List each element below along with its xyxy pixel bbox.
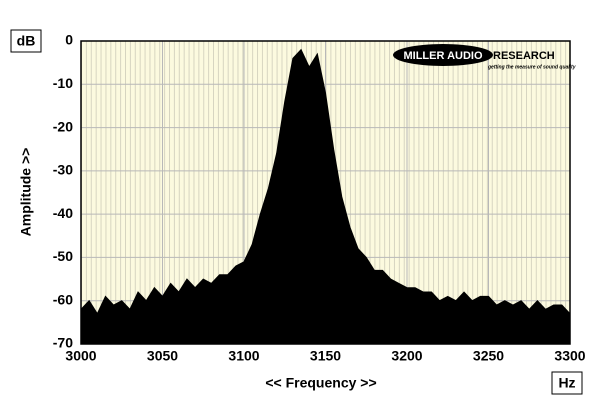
y-tick-label: -50 bbox=[53, 248, 73, 264]
logo-tagline: getting the measure of sound quality bbox=[487, 64, 576, 70]
y-tick-label: -60 bbox=[53, 291, 73, 307]
plot-frame bbox=[80, 40, 571, 345]
y-tick-label: -40 bbox=[53, 205, 73, 221]
x-tick-label: 3250 bbox=[473, 348, 504, 364]
y-tick-label: -70 bbox=[53, 335, 73, 351]
y-unit: dB bbox=[17, 33, 36, 49]
x-tick-label: 3150 bbox=[310, 348, 341, 364]
x-tick-label: 3100 bbox=[228, 348, 259, 364]
x-tick-label: 3300 bbox=[554, 348, 585, 364]
x-tick-label: 3000 bbox=[65, 348, 96, 364]
logo-suffix: RESEARCH bbox=[493, 50, 555, 62]
x-tick-label: 3200 bbox=[391, 348, 422, 364]
x-tick-label: 3050 bbox=[147, 348, 178, 364]
y-tick-label: -10 bbox=[53, 75, 73, 91]
y-tick-label: -30 bbox=[53, 162, 73, 178]
y-tick-label: 0 bbox=[65, 32, 73, 48]
spectrum-area bbox=[80, 48, 571, 345]
y-tick-label: -20 bbox=[53, 118, 73, 134]
x-unit: Hz bbox=[558, 375, 575, 391]
y-unit-box bbox=[10, 29, 42, 53]
x-axis-label: << Frequency >> bbox=[265, 375, 376, 391]
y-axis-label: Amplitude >> bbox=[18, 148, 34, 237]
logo-name: MILLER AUDIO bbox=[403, 50, 482, 62]
logo: MILLER AUDIO RESEARCH getting the measur… bbox=[393, 44, 576, 70]
x-unit-box bbox=[551, 371, 583, 395]
logo-oval bbox=[393, 44, 493, 66]
